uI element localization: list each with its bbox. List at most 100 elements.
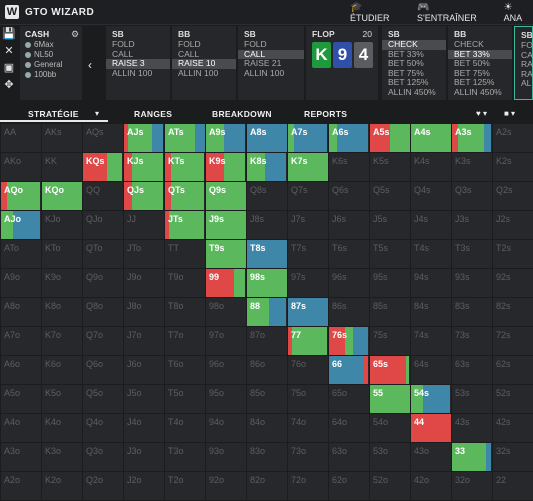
hand-cell[interactable]: 85s: [369, 297, 411, 327]
hand-cell[interactable]: A7o: [0, 326, 42, 356]
nav-link-1[interactable]: 🎮S'ENTRAÎNER: [417, 2, 490, 23]
hand-cell[interactable]: Q6o: [82, 355, 124, 385]
hand-cell[interactable]: 94s: [410, 268, 452, 298]
hand-cell[interactable]: T8o: [164, 297, 206, 327]
hand-cell[interactable]: J2s: [492, 210, 533, 240]
hand-cell[interactable]: KQo: [41, 181, 83, 211]
hand-cell[interactable]: J4s: [410, 210, 452, 240]
hand-cell[interactable]: 74o: [287, 413, 329, 443]
hand-cell[interactable]: 84o: [246, 413, 288, 443]
save-icon[interactable]: 💾: [2, 28, 16, 40]
tab-ranges[interactable]: RANGES: [134, 109, 173, 119]
hand-cell[interactable]: Q6s: [328, 181, 370, 211]
hand-cell[interactable]: A8s: [246, 123, 288, 153]
hand-cell[interactable]: A2o: [0, 471, 42, 501]
hand-cell[interactable]: T8s: [246, 239, 288, 269]
hand-cell[interactable]: 54s: [410, 384, 452, 414]
hand-cell[interactable]: J9o: [123, 268, 165, 298]
hand-cell[interactable]: J6o: [123, 355, 165, 385]
hand-cell[interactable]: J6s: [328, 210, 370, 240]
hand-cell[interactable]: Q7s: [287, 181, 329, 211]
hand-cell[interactable]: AQo: [0, 181, 42, 211]
hand-cell[interactable]: A8o: [0, 297, 42, 327]
hand-cell[interactable]: Q8s: [246, 181, 288, 211]
hand-cell[interactable]: A3s: [451, 123, 493, 153]
hand-cell[interactable]: AA: [0, 123, 42, 153]
action-option[interactable]: ALLIN 450%: [454, 86, 502, 97]
hand-cell[interactable]: 94o: [205, 413, 247, 443]
hand-cell[interactable]: JJ: [123, 210, 165, 240]
hand-cell[interactable]: 77: [287, 326, 329, 356]
hand-cell[interactable]: A6o: [0, 355, 42, 385]
hand-cell[interactable]: A9o: [0, 268, 42, 298]
hand-cell[interactable]: T4s: [410, 239, 452, 269]
hand-cell[interactable]: 33: [451, 442, 493, 472]
action-column-1[interactable]: BB FOLD CALL RAISE 10 ALLIN 100: [172, 26, 236, 100]
hand-cell[interactable]: Q5s: [369, 181, 411, 211]
hand-cell[interactable]: AKs: [41, 123, 83, 153]
hand-cell[interactable]: 82s: [492, 297, 533, 327]
hand-cell[interactable]: K8s: [246, 152, 288, 182]
hand-cell[interactable]: QJs: [123, 181, 165, 211]
hand-cell[interactable]: T6s: [328, 239, 370, 269]
hand-cell[interactable]: J5o: [123, 384, 165, 414]
hand-cell[interactable]: 53o: [369, 442, 411, 472]
action-option[interactable]: CALL: [178, 48, 200, 59]
hand-cell[interactable]: T2o: [164, 471, 206, 501]
hand-cell[interactable]: T2s: [492, 239, 533, 269]
hand-cell[interactable]: 52s: [492, 384, 533, 414]
action-option[interactable]: BET 33%: [388, 48, 424, 59]
hand-cell[interactable]: 93s: [451, 268, 493, 298]
hand-cell[interactable]: T7s: [287, 239, 329, 269]
action-option[interactable]: ALLIN 100: [112, 67, 153, 78]
hand-cell[interactable]: KQs: [82, 152, 124, 182]
action-option[interactable]: FOLD: [178, 39, 201, 49]
hand-cell[interactable]: K9o: [41, 268, 83, 298]
hand-cell[interactable]: 83o: [246, 442, 288, 472]
hand-cell[interactable]: Q2o: [82, 471, 124, 501]
hand-cell[interactable]: 42o: [410, 471, 452, 501]
action-option[interactable]: RAISE 3: [106, 59, 170, 69]
action-column-2[interactable]: SB FOLD CALL RAISE 21 ALLIN 100: [238, 26, 304, 100]
hand-cell[interactable]: J5s: [369, 210, 411, 240]
hand-cell[interactable]: AJo: [0, 210, 42, 240]
hand-cell[interactable]: Q3o: [82, 442, 124, 472]
hand-cell[interactable]: T7o: [164, 326, 206, 356]
close-icon[interactable]: ✕: [4, 45, 14, 57]
hand-cell[interactable]: 84s: [410, 297, 452, 327]
action-option[interactable]: ALLIN 100: [244, 67, 285, 78]
action-option[interactable]: ALLIN 100: [178, 67, 219, 78]
hand-cell[interactable]: ATs: [164, 123, 206, 153]
hand-cell[interactable]: 65o: [328, 384, 370, 414]
hand-cell[interactable]: 87o: [246, 326, 288, 356]
hand-cell[interactable]: K6s: [328, 152, 370, 182]
hand-cell[interactable]: 63s: [451, 355, 493, 385]
hand-cell[interactable]: K4o: [41, 413, 83, 443]
disk-icon[interactable]: ▣: [3, 62, 15, 74]
hand-cell[interactable]: 82o: [246, 471, 288, 501]
hand-cell[interactable]: K7o: [41, 326, 83, 356]
hand-cell[interactable]: K5s: [369, 152, 411, 182]
hand-cell[interactable]: 92o: [205, 471, 247, 501]
hand-cell[interactable]: T9o: [164, 268, 206, 298]
action-column-3[interactable]: SB CHECK BET 33% BET 50% BET 75% BET 125% ALLI…: [382, 26, 446, 100]
hand-cell[interactable]: T3o: [164, 442, 206, 472]
hand-cell[interactable]: KTs: [164, 152, 206, 182]
hand-cell[interactable]: J9s: [205, 210, 247, 240]
tab-breakdown[interactable]: BREAKDOWN: [212, 109, 272, 119]
nav-link-0[interactable]: 🎓ÉTUDIER: [350, 2, 403, 23]
action-option[interactable]: RAISE 21: [244, 58, 282, 69]
hand-cell[interactable]: T4o: [164, 413, 206, 443]
action-option[interactable]: FOLD: [244, 39, 267, 49]
hand-cell[interactable]: Q8o: [82, 297, 124, 327]
hand-cell[interactable]: K4s: [410, 152, 452, 182]
hand-cell[interactable]: A6s: [328, 123, 370, 153]
hand-cell[interactable]: A7s: [287, 123, 329, 153]
chevron-left-icon[interactable]: ‹: [88, 58, 92, 72]
gto-wizard-logo[interactable]: W: [5, 5, 19, 19]
action-column-4[interactable]: BB CHECK BET 33% BET 50% BET 75% BET 125% ALLI…: [448, 26, 512, 100]
hand-cell[interactable]: 42s: [492, 413, 533, 443]
hand-cell[interactable]: 43o: [410, 442, 452, 472]
hand-cell[interactable]: J4o: [123, 413, 165, 443]
gear-icon[interactable]: ⚙: [71, 29, 80, 39]
